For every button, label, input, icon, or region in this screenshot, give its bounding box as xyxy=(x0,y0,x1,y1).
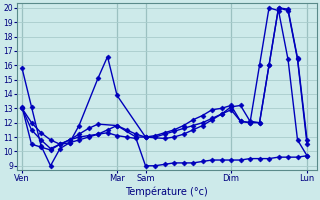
X-axis label: Température (°c): Température (°c) xyxy=(125,186,208,197)
